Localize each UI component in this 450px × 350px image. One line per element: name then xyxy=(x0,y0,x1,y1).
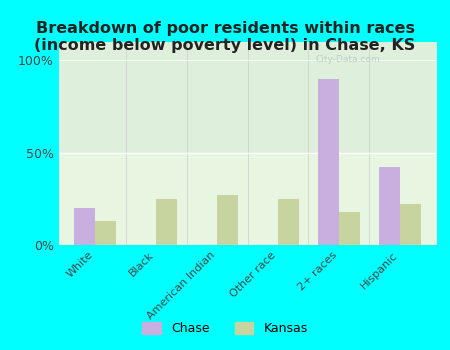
Bar xyxy=(318,79,339,245)
Bar xyxy=(400,204,421,245)
Bar xyxy=(378,168,400,245)
Bar xyxy=(339,212,360,245)
Bar xyxy=(278,199,299,245)
Bar xyxy=(156,199,177,245)
Bar xyxy=(95,221,117,245)
Legend: Chase, Kansas: Chase, Kansas xyxy=(137,317,313,340)
Bar xyxy=(74,208,95,245)
Bar xyxy=(217,195,239,245)
Bar xyxy=(58,42,436,153)
Text: Breakdown of poor residents within races
(income below poverty level) in Chase, : Breakdown of poor residents within races… xyxy=(34,21,416,54)
Text: City-Data.com: City-Data.com xyxy=(315,55,380,64)
